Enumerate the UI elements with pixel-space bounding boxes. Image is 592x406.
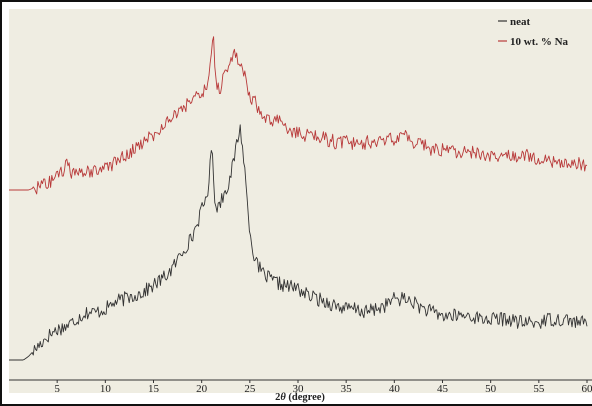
- series-line-10wt-na: [9, 36, 588, 195]
- x-axis-title-symbol: θ: [280, 392, 286, 403]
- legend-label-1: 10 wt. % Na: [510, 36, 569, 48]
- x-tick-label-10: 10: [100, 383, 112, 395]
- series-layer: [9, 36, 588, 361]
- x-tick-label-20: 20: [196, 383, 208, 395]
- x-tick-label-25: 25: [244, 383, 256, 395]
- x-tick-label-15: 15: [148, 383, 160, 395]
- x-axis-title: 2θ (degree): [275, 392, 325, 403]
- x-tick-label-30: 30: [293, 383, 305, 395]
- series-line-neat: [9, 124, 588, 361]
- plot-area: [9, 9, 592, 393]
- legend-label-0: neat: [510, 16, 531, 28]
- legend: neat 10 wt. % Na: [498, 16, 569, 48]
- x-tick-label-35: 35: [341, 383, 353, 395]
- x-tick-label-60: 60: [582, 383, 592, 395]
- x-tick-label-55: 55: [533, 383, 545, 395]
- x-axis: 5 10 15 20 25 30 35 40 45 50 55 60: [9, 379, 592, 395]
- x-tick-label-5: 5: [54, 383, 60, 395]
- x-tick-label-45: 45: [437, 383, 449, 395]
- x-tick-label-40: 40: [389, 383, 401, 395]
- x-tick-label-50: 50: [485, 383, 497, 395]
